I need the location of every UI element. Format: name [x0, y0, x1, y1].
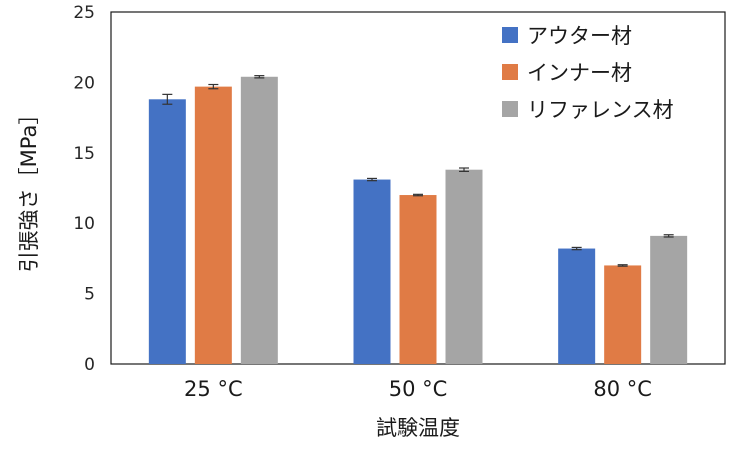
- bar-1-1: [148, 99, 186, 365]
- bar-2-2: [399, 195, 437, 364]
- y-tick-label: 20: [73, 73, 95, 93]
- y-axis-title: 引張強さ［MPa］: [17, 104, 41, 273]
- error-bar-group: [162, 75, 674, 267]
- legend-label-2: インナー材: [527, 61, 632, 85]
- x-category-label: 25 °C: [184, 377, 243, 401]
- bar-3-3: [650, 235, 688, 364]
- legend-swatch-3: [502, 101, 518, 117]
- y-axis-ticks: 0 5 10 15 20 25: [73, 3, 95, 375]
- bar-1-3: [558, 248, 596, 364]
- legend-label-3: リファレンス材: [527, 98, 674, 122]
- y-tick-label: 0: [84, 355, 95, 375]
- bar-3-2: [445, 169, 483, 364]
- x-axis-category-labels: 25 °C 50 °C 80 °C: [184, 377, 652, 401]
- y-tick-label: 10: [73, 214, 95, 234]
- legend-swatch-1: [502, 27, 518, 43]
- y-tick-label: 5: [84, 285, 95, 305]
- y-tick-label: 15: [73, 144, 95, 164]
- x-axis-title: 試験温度: [376, 416, 460, 440]
- bar-group: [148, 76, 688, 365]
- legend-swatch-2: [502, 64, 518, 80]
- bar-2-1: [194, 86, 232, 365]
- x-category-label: 80 °C: [593, 377, 652, 401]
- bar-3-1: [240, 76, 278, 364]
- x-category-label: 50 °C: [389, 377, 448, 401]
- bar-2-3: [604, 265, 642, 364]
- legend-label-1: アウター材: [527, 24, 632, 48]
- bar-1-2: [353, 179, 391, 364]
- y-tick-label: 25: [73, 3, 95, 23]
